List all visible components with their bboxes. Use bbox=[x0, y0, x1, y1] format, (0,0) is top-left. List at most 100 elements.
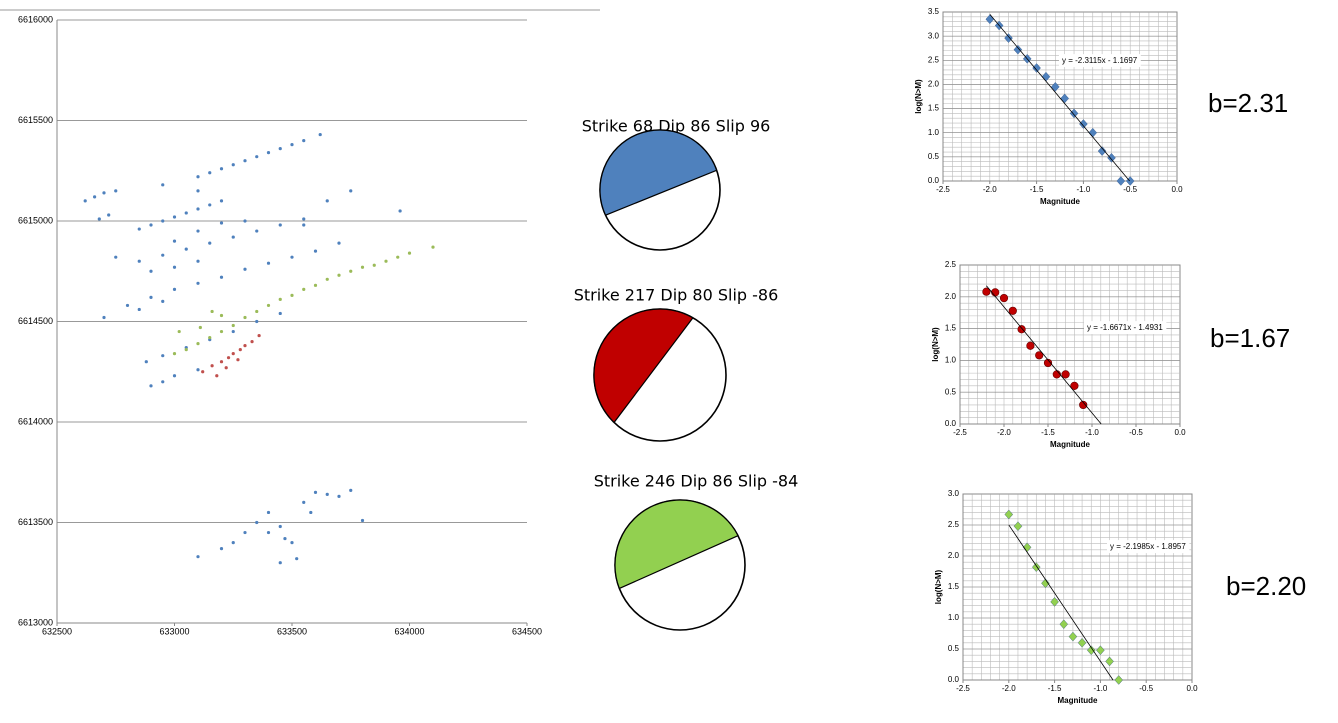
mechanism-title: Strike 217 Dip 80 Slip -86 bbox=[574, 286, 779, 305]
y-tick-label: 0.0 bbox=[945, 419, 957, 428]
point bbox=[93, 195, 97, 199]
trendline bbox=[989, 13, 1130, 182]
point bbox=[219, 221, 224, 225]
compressional-quadrant bbox=[599, 129, 718, 216]
point bbox=[231, 235, 235, 239]
point bbox=[231, 329, 235, 334]
point bbox=[1041, 578, 1050, 589]
point bbox=[243, 159, 247, 163]
focal-mechanism: Strike 68 Dip 86 Slip 96 bbox=[582, 117, 770, 251]
b-value: b=2.31 bbox=[1208, 88, 1288, 118]
y-tick-label: 2.0 bbox=[945, 292, 957, 301]
point bbox=[215, 374, 219, 378]
point bbox=[431, 245, 435, 249]
y-tick-label: 6613500 bbox=[18, 517, 53, 527]
point bbox=[184, 211, 188, 215]
point bbox=[1068, 631, 1078, 642]
point bbox=[250, 340, 254, 344]
point bbox=[313, 490, 318, 494]
x-tick-label: -2.0 bbox=[997, 428, 1011, 437]
point bbox=[161, 299, 165, 303]
trendline bbox=[1008, 524, 1114, 681]
point bbox=[1013, 44, 1023, 55]
y-tick-label: 2.5 bbox=[948, 520, 960, 529]
b-value: b=2.20 bbox=[1226, 571, 1306, 601]
point bbox=[278, 297, 282, 301]
point bbox=[114, 189, 118, 193]
point bbox=[172, 265, 177, 269]
y-tick-label: 1.5 bbox=[948, 582, 960, 591]
point bbox=[255, 309, 259, 314]
point bbox=[149, 295, 153, 299]
y-tick-label: 1.0 bbox=[945, 356, 957, 365]
trendline-equation: y = -1.6671x - 1.4931 bbox=[1087, 323, 1163, 332]
point bbox=[243, 530, 247, 535]
point bbox=[398, 209, 402, 213]
compressional-quadrant bbox=[593, 308, 694, 424]
focal-mechanism: Strike 217 Dip 80 Slip -86 bbox=[574, 286, 779, 442]
point bbox=[283, 536, 287, 541]
x-tick-label: 0.0 bbox=[1174, 428, 1186, 437]
point bbox=[102, 191, 106, 195]
y-tick-label: 3.0 bbox=[928, 31, 940, 40]
scatter-chart: 0.0 0.5 1.0 1.5 2.0 2.5 3.0 -2.5 -2.0 -1.5 -1.0 -0.… bbox=[934, 489, 1198, 705]
y-tick-label: 0.5 bbox=[945, 387, 957, 396]
point bbox=[1013, 521, 1023, 532]
point bbox=[144, 360, 148, 364]
point bbox=[161, 253, 165, 257]
point bbox=[266, 261, 271, 265]
point bbox=[1051, 82, 1060, 92]
point bbox=[161, 183, 165, 187]
point bbox=[236, 358, 240, 362]
x-tick-label: 632500 bbox=[42, 626, 72, 636]
equation-box bbox=[1107, 540, 1190, 554]
point bbox=[201, 370, 205, 374]
mechanism-title: Strike 246 Dip 86 Slip -84 bbox=[594, 472, 799, 491]
point bbox=[1004, 509, 1014, 520]
point bbox=[149, 269, 153, 273]
point bbox=[1059, 619, 1069, 630]
equation-box bbox=[1059, 54, 1141, 68]
x-axis-title: Magnitude bbox=[1050, 440, 1091, 449]
x-tick-label: 0.0 bbox=[1186, 684, 1198, 693]
point bbox=[295, 557, 299, 561]
point bbox=[238, 348, 242, 352]
point bbox=[325, 199, 329, 203]
point bbox=[219, 547, 224, 551]
y-tick-label: 2.5 bbox=[928, 55, 940, 64]
point bbox=[196, 189, 200, 193]
point bbox=[107, 213, 111, 217]
point bbox=[184, 247, 188, 251]
point bbox=[1079, 400, 1088, 410]
point bbox=[161, 219, 165, 223]
point bbox=[313, 249, 318, 253]
point bbox=[184, 348, 188, 352]
point bbox=[278, 524, 282, 529]
point bbox=[309, 510, 313, 515]
y-tick-label: 2.0 bbox=[948, 551, 960, 560]
point bbox=[161, 354, 165, 358]
x-axis-title: Magnitude bbox=[1040, 197, 1081, 206]
point bbox=[1004, 33, 1013, 43]
point bbox=[172, 352, 177, 356]
point bbox=[257, 333, 261, 338]
point bbox=[231, 323, 235, 328]
x-tick-label: -1.0 bbox=[1077, 185, 1091, 194]
point bbox=[208, 241, 212, 245]
point bbox=[1116, 176, 1126, 186]
y-tick-label: 6613000 bbox=[18, 617, 53, 627]
point bbox=[1008, 306, 1017, 315]
point bbox=[999, 293, 1009, 303]
x-tick-label: 633000 bbox=[159, 626, 189, 636]
point bbox=[278, 223, 282, 227]
point bbox=[196, 207, 200, 211]
x-tick-label: 0.0 bbox=[1171, 185, 1183, 194]
x-tick-label: -0.5 bbox=[1139, 684, 1153, 693]
point bbox=[360, 518, 365, 523]
point bbox=[1043, 358, 1053, 368]
x-tick-label: 634500 bbox=[512, 626, 542, 636]
point bbox=[1105, 656, 1114, 667]
point bbox=[172, 239, 177, 243]
y-tick-label: 2.0 bbox=[928, 80, 940, 89]
y-axis-title: log(N>M) bbox=[914, 79, 923, 114]
